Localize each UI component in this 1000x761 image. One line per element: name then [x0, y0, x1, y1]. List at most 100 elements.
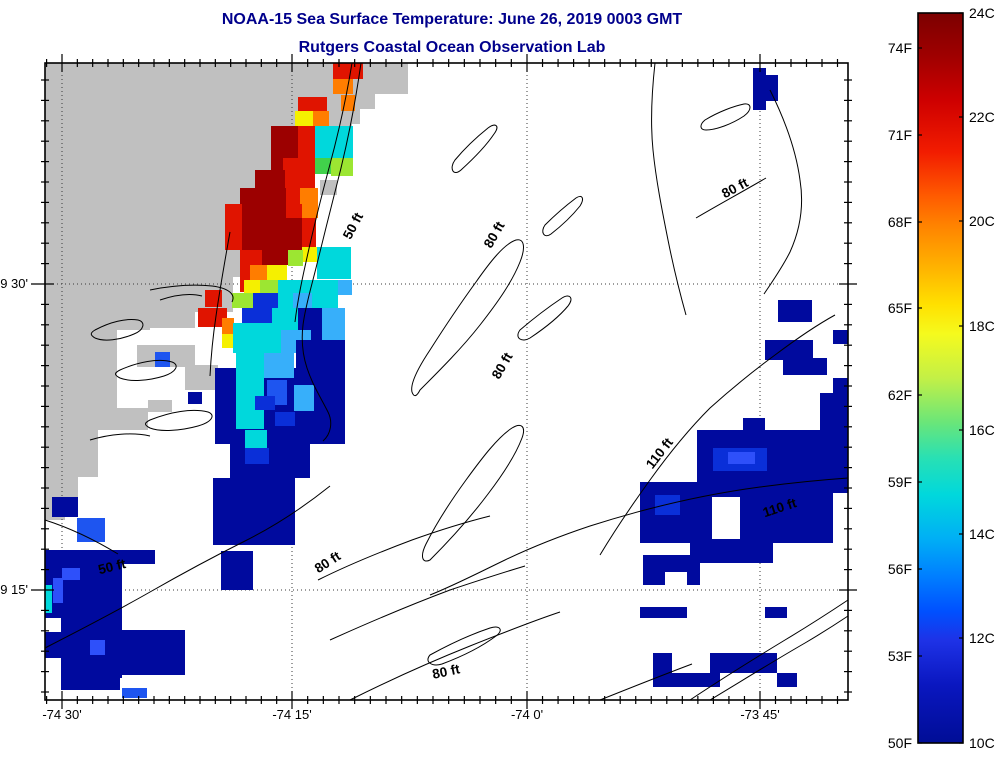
sst-cell: [655, 495, 680, 515]
sst-cells: [45, 63, 848, 698]
contour-line: [517, 295, 572, 341]
x-axis-label: -74 0': [511, 707, 543, 722]
colorbar-c-label: 16C: [969, 422, 995, 438]
sst-cell: [765, 340, 813, 360]
contour-line: [329, 565, 526, 641]
contour-line: [149, 284, 234, 303]
sst-cell: [232, 293, 253, 308]
colorbar-c-label: 24C: [969, 5, 995, 21]
depth-label: 80 ft: [489, 350, 516, 382]
depth-label: 110 ft: [643, 435, 676, 472]
colorbar-labels: 74F 71F 68F 65F 62F 59F 56F 53F 50F 24C 22C 20C 18C 1…: [888, 5, 995, 751]
sst-cell: [302, 218, 316, 248]
land-rect: [117, 408, 148, 430]
sst-cell: [275, 412, 295, 426]
contour-line: [542, 195, 584, 237]
colorbar-c-label: 12C: [969, 630, 995, 646]
contour-line: [451, 124, 498, 173]
depth-label: 80 ft: [431, 661, 462, 682]
sst-cell: [690, 543, 773, 563]
sst-cell: [230, 444, 310, 478]
colorbar-f-label: 65F: [888, 300, 912, 316]
sst-cell: [215, 368, 345, 444]
sst-cell: [267, 265, 287, 280]
contour-line: [209, 231, 231, 377]
land-rect: [45, 109, 360, 124]
sst-cell: [53, 578, 63, 603]
depth-label: 50 ft: [97, 556, 128, 577]
sst-cell: [322, 308, 345, 340]
colorbar: [918, 13, 963, 743]
colorbar-f-label: 53F: [888, 648, 912, 664]
colorbar-f-label: 68F: [888, 214, 912, 230]
sst-cell: [198, 308, 227, 327]
depth-label: 80 ft: [719, 175, 751, 202]
land-mask: [45, 63, 408, 520]
sst-cell: [753, 68, 766, 110]
sst-cell: [766, 75, 778, 101]
sst-cell: [672, 673, 720, 687]
colorbar-c-label: 20C: [969, 213, 995, 229]
colorbar-f-label: 50F: [888, 735, 912, 751]
sst-cell: [233, 323, 281, 353]
x-axis-label: -74 30': [42, 707, 81, 722]
sst-cell: [341, 95, 355, 111]
sst-cell: [294, 385, 314, 411]
depth-label: 50 ft: [340, 210, 367, 242]
contour-line: [89, 433, 151, 441]
sst-cell: [188, 392, 202, 404]
sst-cell: [122, 550, 155, 564]
depth-label: 80 ft: [312, 548, 344, 576]
contour-line: [427, 626, 501, 666]
sst-cell: [286, 188, 302, 218]
colorbar-f-label: 59F: [888, 474, 912, 490]
contour-line: [44, 485, 331, 649]
y-axis-label: 39 15': [0, 582, 28, 597]
sst-cell: [250, 265, 267, 280]
sst-cell: [778, 300, 812, 322]
sst-cell: [77, 518, 105, 542]
sst-cell: [302, 203, 318, 218]
sst-cell: [783, 358, 827, 375]
contour-line: [90, 319, 144, 341]
colorbar-f-label: 56F: [888, 561, 912, 577]
sst-cell: [833, 330, 848, 344]
land-rect: [45, 139, 345, 154]
sst-cell: [765, 607, 787, 618]
figure-title: NOAA-15 Sea Surface Temperature: June 26…: [222, 11, 683, 28]
sst-cell: [728, 452, 755, 464]
sst-cell: [665, 572, 687, 585]
y-axis-label: 39 30': [0, 276, 28, 291]
sst-cell: [331, 158, 353, 176]
contour-line: [700, 103, 751, 131]
sst-cell: [45, 658, 61, 690]
contour-line: [599, 663, 693, 701]
sst-cell: [302, 247, 317, 262]
sst-cell: [244, 280, 260, 295]
contour-line: [294, 62, 353, 323]
sst-cell: [333, 79, 353, 94]
land-rect: [45, 94, 375, 109]
bathymetry-contours: [44, 62, 849, 701]
sst-cell: [245, 448, 269, 464]
land-rect: [45, 330, 117, 430]
sst-cell: [640, 607, 687, 618]
land-rect: [45, 261, 240, 277]
land-rect: [45, 154, 330, 169]
sst-cell: [242, 308, 272, 323]
contour-line: [317, 515, 491, 581]
colorbar-c-label: 18C: [969, 318, 995, 334]
sst-cell: [710, 653, 777, 673]
contour-line: [301, 62, 362, 442]
x-axis-label: -74 15': [272, 707, 311, 722]
sst-cell: [313, 111, 329, 128]
contour-line: [651, 62, 687, 316]
sst-cell: [260, 280, 278, 295]
figure-subtitle: Rutgers Coastal Ocean Observation Lab: [299, 39, 606, 56]
sst-cell: [283, 158, 315, 188]
axis-labels: -74 30' -74 15' -74 0' -73 45' 39 30' 39 15': [0, 276, 780, 722]
sst-cell: [258, 218, 302, 250]
land-rect: [45, 430, 98, 453]
map-border: [44, 62, 849, 701]
